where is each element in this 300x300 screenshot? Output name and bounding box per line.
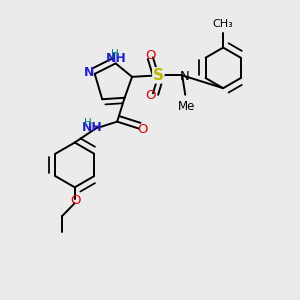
Text: NH: NH: [82, 122, 103, 134]
Text: S: S: [153, 68, 164, 83]
Text: O: O: [71, 194, 81, 207]
Text: O: O: [145, 89, 156, 102]
Text: NH: NH: [106, 52, 127, 65]
Text: CH₃: CH₃: [213, 19, 233, 29]
Text: H: H: [111, 49, 119, 59]
Text: O: O: [137, 123, 148, 136]
Text: N: N: [180, 70, 190, 83]
Text: N: N: [84, 66, 94, 79]
Text: O: O: [145, 49, 156, 62]
Text: H: H: [84, 118, 92, 128]
Text: Me: Me: [178, 100, 196, 113]
